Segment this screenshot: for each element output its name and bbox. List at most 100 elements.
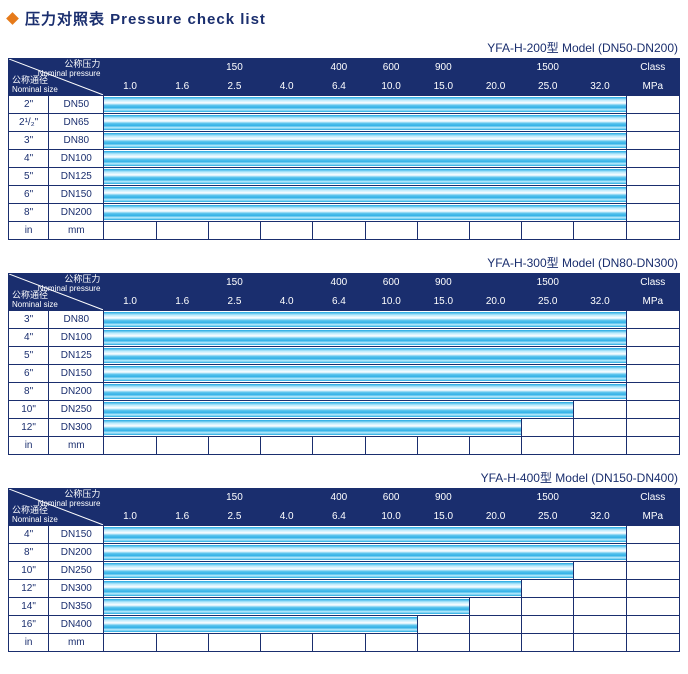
pressure-bar-cell [104, 580, 522, 598]
class-header-cell: 1500 [522, 489, 574, 508]
table-row: 4"DN100 [9, 329, 680, 347]
size-mm-cell: DN150 [49, 526, 104, 544]
class-header-cell: 900 [417, 59, 469, 78]
page-title-row: 压力对照表 Pressure check list [8, 8, 680, 29]
table-row: 14"DN350 [9, 598, 680, 616]
size-mm-cell: DN80 [49, 311, 104, 329]
pressure-table: YFA-H-200型 Model (DN50-DN200) 公称压力 Nominal… [8, 39, 680, 240]
table-row: 10"DN250 [9, 401, 680, 419]
footer-empty-cell [104, 437, 156, 455]
class-header-cell [156, 274, 208, 293]
pressure-bar [104, 617, 416, 632]
footer-in: in [9, 634, 49, 652]
table-row: 8"DN200 [9, 544, 680, 562]
trailing-cell [626, 562, 679, 580]
size-in-cell: 16" [9, 616, 49, 634]
mpa-header-cell: 4.0 [261, 292, 313, 311]
pressure-bar-cell [104, 96, 626, 114]
mpa-header-cell: 20.0 [469, 77, 521, 96]
class-header-cell [261, 274, 313, 293]
table-row: 6"DN150 [9, 186, 680, 204]
size-in-cell: 2" [9, 96, 49, 114]
footer-mm: mm [49, 222, 104, 240]
mpa-header-cell: 1.0 [104, 77, 156, 96]
hdr-nom-size-en: Nominal size [12, 300, 58, 309]
footer-empty-cell [626, 437, 679, 455]
pressure-bar [104, 97, 625, 112]
pressure-bar [104, 581, 521, 596]
hdr-nom-press-cn: 公称压力 [64, 489, 100, 499]
empty-cell [574, 580, 626, 598]
class-header-cell [469, 489, 521, 508]
pressure-bar [104, 527, 625, 542]
trailing-cell [626, 329, 679, 347]
footer-empty-cell [574, 222, 626, 240]
class-header-cell [104, 59, 156, 78]
footer-empty-cell [365, 222, 417, 240]
pressure-bar [104, 420, 521, 435]
pressure-bar [104, 330, 625, 345]
mpa-header-cell: 1.6 [156, 77, 208, 96]
mpa-header-cell: 15.0 [417, 77, 469, 96]
size-mm-cell: DN65 [49, 114, 104, 132]
footer-empty-cell [469, 634, 521, 652]
class-header-cell: 150 [208, 59, 260, 78]
model-label: YFA-H-200型 Model (DN50-DN200) [8, 39, 680, 56]
trailing-cell [626, 186, 679, 204]
pressure-bar [104, 115, 625, 130]
footer-empty-cell [522, 222, 574, 240]
empty-cell [574, 562, 626, 580]
class-header-cell [574, 274, 626, 293]
table-row: 10"DN250 [9, 562, 680, 580]
pressure-bar [104, 348, 625, 363]
pressure-bar [104, 384, 625, 399]
mpa-header-cell: 1.0 [104, 292, 156, 311]
size-mm-cell: DN250 [49, 562, 104, 580]
size-in-cell: 6" [9, 365, 49, 383]
table-row: 16"DN400 [9, 616, 680, 634]
footer-in: in [9, 222, 49, 240]
pressure-bar-cell [104, 168, 626, 186]
table-row: 5"DN125 [9, 168, 680, 186]
table-row: 2¹/₂"DN65 [9, 114, 680, 132]
model-label: YFA-H-400型 Model (DN150-DN400) [8, 469, 680, 486]
class-header-cell: 600 [365, 59, 417, 78]
footer-empty-cell [574, 437, 626, 455]
class-header-cell [574, 489, 626, 508]
footer-empty-cell [313, 634, 365, 652]
pressure-bar-cell [104, 562, 574, 580]
pressure-bar [104, 599, 469, 614]
size-mm-cell: DN300 [49, 580, 104, 598]
size-mm-cell: DN350 [49, 598, 104, 616]
pressure-bar-cell [104, 544, 626, 562]
empty-cell [522, 580, 574, 598]
pressure-bar [104, 187, 625, 202]
trailing-cell [626, 311, 679, 329]
mpa-header-cell: 2.5 [208, 507, 260, 526]
table-row: 8"DN200 [9, 204, 680, 222]
pressure-bar-cell [104, 150, 626, 168]
footer-empty-cell [208, 437, 260, 455]
footer-empty-cell [522, 437, 574, 455]
empty-cell [522, 419, 574, 437]
title-diamond-icon [6, 12, 19, 25]
size-mm-cell: DN400 [49, 616, 104, 634]
trailing-cell [626, 544, 679, 562]
hdr-nom-size-en: Nominal size [12, 85, 58, 94]
class-header-cell [104, 274, 156, 293]
class-header-cell [156, 489, 208, 508]
footer-empty-cell [313, 437, 365, 455]
model-label: YFA-H-300型 Model (DN80-DN300) [8, 254, 680, 271]
size-in-cell: 10" [9, 401, 49, 419]
footer-empty-cell [522, 634, 574, 652]
mpa-header-cell: 10.0 [365, 292, 417, 311]
hdr-nom-press-cn: 公称压力 [64, 59, 100, 69]
size-in-cell: 4" [9, 329, 49, 347]
class-header-cell [469, 59, 521, 78]
mpa-header-cell: 25.0 [522, 507, 574, 526]
footer-empty-cell [156, 634, 208, 652]
hdr-nom-size-en: Nominal size [12, 515, 58, 524]
pressure-bar-cell [104, 311, 626, 329]
mpa-header-cell: 15.0 [417, 292, 469, 311]
pressure-bar-cell [104, 419, 522, 437]
